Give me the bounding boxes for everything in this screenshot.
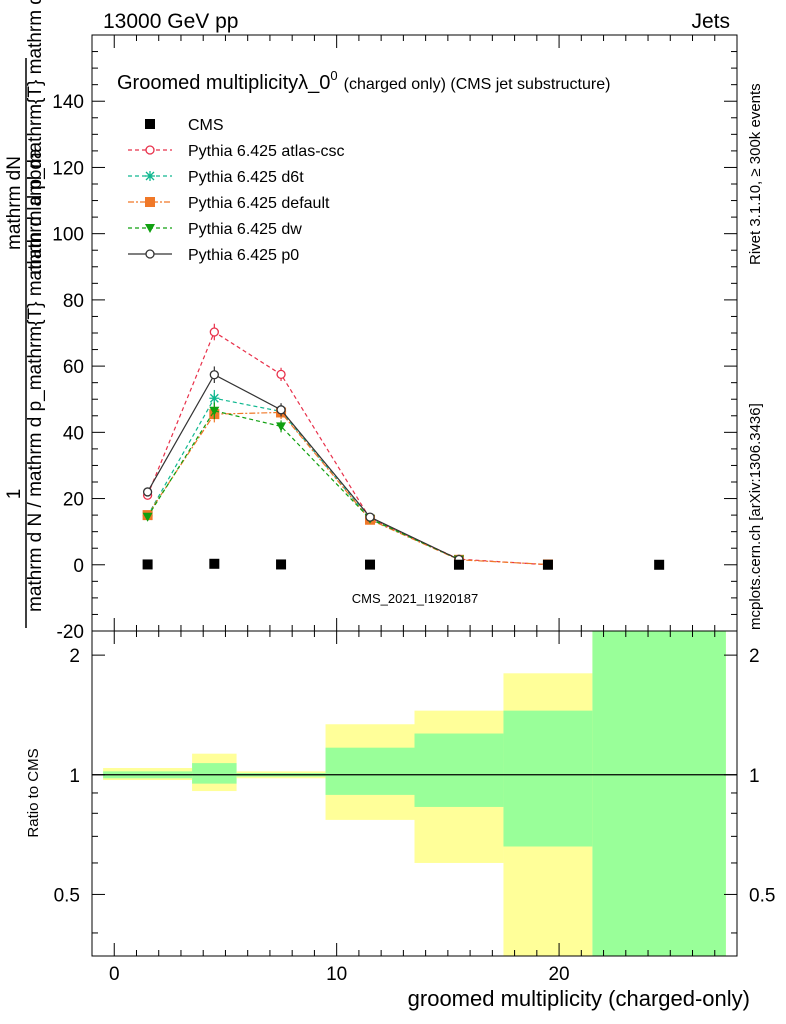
data-point — [209, 370, 219, 380]
data-point — [209, 558, 220, 569]
upper-ytick-label: 140 — [52, 92, 84, 113]
upper-data — [142, 323, 665, 570]
legend-label: CMS — [188, 117, 224, 134]
series-line — [147, 411, 548, 566]
data-point — [365, 512, 375, 522]
upper-ytick-label: 100 — [52, 225, 84, 246]
series-3 — [142, 405, 553, 570]
data-point — [542, 559, 553, 570]
lower-ytick-label: 1 — [69, 766, 80, 787]
lower-ytick-label-right: 0.5 — [749, 885, 775, 906]
data-point — [209, 327, 219, 337]
legend-entry: Pythia 6.425 dw — [128, 221, 302, 238]
lower-ytick-label: 2 — [69, 646, 80, 667]
data-point — [142, 559, 153, 570]
upper-ytick-label: 80 — [63, 291, 84, 312]
legend-marker — [145, 145, 155, 155]
title-suffix: (charged only) (CMS jet substructure) — [344, 76, 611, 93]
series-5 — [142, 366, 464, 565]
legend-entry: Pythia 6.425 p0 — [128, 247, 299, 264]
upper-ytick-label: 20 — [63, 490, 84, 511]
series-4 — [142, 402, 464, 565]
ylabel-num-top: 1 — [4, 489, 25, 500]
lower-ytick-label-right: 2 — [749, 646, 760, 667]
data-point — [453, 559, 464, 570]
legend-marker — [145, 171, 155, 181]
legend-entry: Pythia 6.425 atlas-csc — [128, 143, 345, 160]
legend: CMS Pythia 6.425 atlas-csc Pythia 6.425 d6… — [128, 117, 345, 264]
legend-entry: Pythia 6.425 default — [128, 195, 330, 212]
analysis-watermark: CMS_2021_I1920187 — [352, 591, 479, 606]
legend-label: Pythia 6.425 atlas-csc — [188, 143, 345, 160]
xtick-label: 0 — [109, 964, 120, 985]
rivet-label: Rivet 3.1.10, ≥ 300k events — [747, 83, 764, 265]
ratio-band-green — [414, 733, 504, 807]
lower-ytick-label: 0.5 — [54, 885, 80, 906]
energy-label: 13000 GeV pp — [103, 10, 238, 33]
legend-label: Pythia 6.425 p0 — [188, 247, 299, 264]
data-point — [142, 487, 153, 497]
ratio-ylabel: Ratio to CMS — [25, 748, 42, 837]
upper-ytick-label: 60 — [63, 357, 84, 378]
ylabel-dp: mathrm d p_mathrm{T} mathrm d lambda — [25, 0, 46, 275]
title-sup: 0 — [330, 68, 337, 83]
series-line — [147, 397, 460, 561]
data-point — [142, 512, 153, 522]
ratio-bands — [92, 631, 737, 956]
series-line — [147, 331, 548, 566]
title-main: Groomed multiplicity — [117, 72, 298, 94]
legend-label: Pythia 6.425 dw — [188, 221, 302, 238]
lower-plot-frame — [91, 630, 738, 957]
xtick-label: 20 — [548, 964, 569, 985]
mcplots-label: mcplots.cern.ch [arXiv:1306.3436] — [747, 403, 764, 630]
chart-title: Groomed multiplicityλ_00 (charged only) (… — [117, 68, 610, 94]
series-0 — [142, 558, 665, 570]
ratio-band-green — [325, 747, 415, 795]
data-point — [209, 406, 220, 416]
ylabel-num-bottom: mathrm d N / mathrm d p_mathrm{T} mathrm… — [25, 148, 46, 612]
data-point — [276, 405, 286, 415]
legend-label: Pythia 6.425 default — [188, 195, 330, 212]
ratio-band-green — [592, 631, 726, 956]
legend-entry: Pythia 6.425 d6t — [128, 169, 304, 186]
legend-marker — [145, 119, 155, 129]
title-lambda: λ_0 — [298, 72, 330, 94]
legend-marker — [145, 197, 155, 207]
data-point — [654, 559, 665, 570]
data-point — [276, 369, 286, 380]
upper-ytick-label: 40 — [63, 423, 84, 444]
legend-marker — [145, 224, 155, 233]
data-point — [209, 393, 220, 404]
series-line — [147, 373, 460, 561]
upper-ytick-label: 0 — [73, 556, 84, 577]
xtick-label: 10 — [326, 964, 347, 985]
data-point — [276, 559, 287, 570]
ratio-band-green — [503, 710, 593, 847]
upper-ytick-label: 120 — [52, 158, 84, 179]
upper-ylabel: 1 mathrm d N / mathrm d p_mathrm{T} math… — [4, 0, 46, 628]
data-point — [276, 422, 287, 432]
upper-ytick-label: -20 — [57, 622, 84, 643]
ylabel-dN: mathrm dN — [4, 156, 25, 250]
series-1 — [142, 323, 553, 570]
ratio-band-green — [192, 763, 237, 784]
category-label: Jets — [691, 10, 730, 33]
legend-label: Pythia 6.425 d6t — [188, 169, 304, 186]
lower-ytick-label-right: 1 — [749, 766, 760, 787]
lower-axes: 0.5 0.51 12 20 10 20 — [54, 631, 775, 985]
data-point — [365, 559, 376, 570]
legend-marker — [145, 249, 155, 259]
legend-entry: CMS — [145, 117, 224, 134]
x-axis-label: groomed multiplicity (charged-only) — [408, 986, 750, 1011]
upper-axes: -20 0 20 40 60 80 100 120 140 — [52, 34, 737, 643]
